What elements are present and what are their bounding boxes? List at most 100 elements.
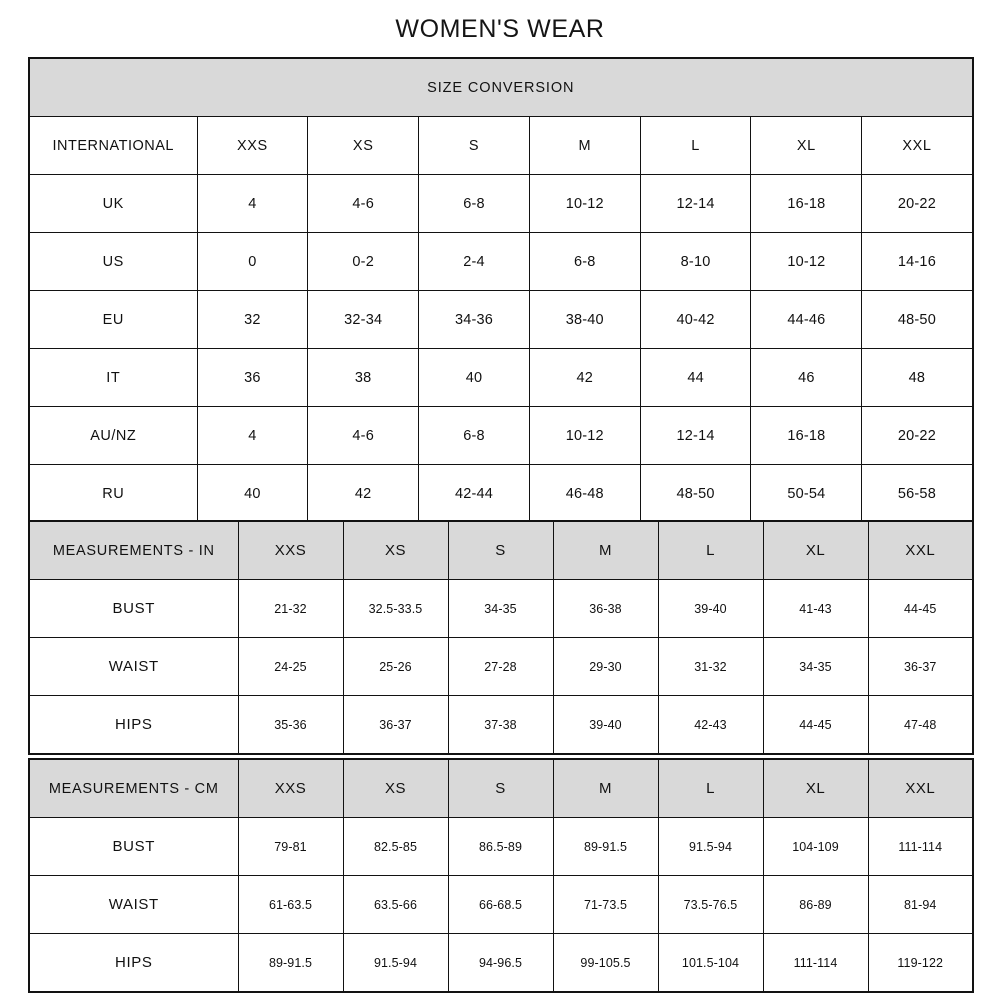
table-cell: 91.5-94	[342, 933, 449, 993]
table-cell: 2-4	[418, 232, 530, 291]
row-label: RU	[28, 464, 198, 524]
table-cell: 47-48	[867, 695, 974, 755]
table-row: EU 32 32-34 34-36 38-40 40-42 44-46 48-5…	[28, 290, 974, 349]
size-conversion-table: SIZE CONVERSION INTERNATIONAL XXS XS S M…	[28, 57, 974, 524]
row-label: WAIST	[28, 637, 239, 696]
table-cell: 104-109	[762, 817, 869, 876]
table-cell: 10-12	[528, 406, 641, 465]
table-cell: 56-58	[861, 464, 974, 524]
measurements-in-body: MEASUREMENTS - IN XXS XS S M L XL XXL BU…	[28, 520, 974, 755]
row-label: US	[28, 232, 198, 291]
table-cell: 36-37	[342, 695, 449, 755]
table-cell: 73.5-76.5	[657, 875, 764, 934]
column-header-l: L	[657, 520, 764, 580]
table-row: HIPS 89-91.5 91.5-94 94-96.5 99-105.5 10…	[28, 933, 974, 993]
table-cell: 4	[196, 174, 309, 233]
table-cell: 6-8	[418, 174, 530, 233]
measurements-in-header-row: MEASUREMENTS - IN XXS XS S M L XL XXL	[28, 520, 974, 580]
table-cell: 46	[750, 348, 863, 407]
row-label: UK	[28, 174, 198, 233]
table-cell: 34-35	[447, 579, 554, 638]
table-row: WAIST 61-63.5 63.5-66 66-68.5 71-73.5 73…	[28, 875, 974, 934]
table-cell: 31-32	[657, 637, 764, 696]
table-cell: 20-22	[861, 174, 974, 233]
column-header-xl: XL	[762, 758, 869, 818]
table-cell: 63.5-66	[342, 875, 449, 934]
table-cell: 32.5-33.5	[342, 579, 449, 638]
column-header-xxl: XXL	[867, 758, 974, 818]
table-cell: 42	[307, 464, 420, 524]
size-conversion-banner: SIZE CONVERSION	[28, 57, 974, 117]
table-cell: 66-68.5	[447, 875, 554, 934]
table-cell: 36-38	[552, 579, 659, 638]
table-cell: 89-91.5	[552, 817, 659, 876]
table-cell: 41-43	[762, 579, 869, 638]
column-header-m: M	[552, 520, 659, 580]
table-cell: 44-45	[762, 695, 869, 755]
table-cell: 48-50	[639, 464, 752, 524]
column-header-m: M	[528, 116, 641, 175]
table-cell: 46-48	[528, 464, 641, 524]
table-cell: 36	[196, 348, 309, 407]
table-cell: 39-40	[657, 579, 764, 638]
table-cell: 32	[196, 290, 309, 349]
page-title: WOMEN'S WEAR	[395, 15, 605, 43]
table-cell: 91.5-94	[657, 817, 764, 876]
table-row: US 0 0-2 2-4 6-8 8-10 10-12 14-16	[28, 232, 974, 291]
table-row: HIPS 35-36 36-37 37-38 39-40 42-43 44-45…	[28, 695, 974, 755]
table-cell: 34-36	[418, 290, 530, 349]
column-header-xxs: XXS	[237, 520, 344, 580]
table-cell: 44-45	[867, 579, 974, 638]
column-header-xs: XS	[307, 116, 420, 175]
table-cell: 40	[196, 464, 309, 524]
column-header-xxs: XXS	[237, 758, 344, 818]
table-cell: 86-89	[762, 875, 869, 934]
table-cell: 0	[196, 232, 309, 291]
table-cell: 38-40	[528, 290, 641, 349]
table-cell: 16-18	[750, 406, 863, 465]
row-label: WAIST	[28, 875, 239, 934]
table-cell: 27-28	[447, 637, 554, 696]
table-cell: 89-91.5	[237, 933, 344, 993]
table-cell: 81-94	[867, 875, 974, 934]
table-cell: 99-105.5	[552, 933, 659, 993]
table-cell: 48	[861, 348, 974, 407]
table-row: AU/NZ 4 4-6 6-8 10-12 12-14 16-18 20-22	[28, 406, 974, 465]
table-cell: 4	[196, 406, 309, 465]
table-cell: 16-18	[750, 174, 863, 233]
row-label: BUST	[28, 817, 239, 876]
table-cell: 39-40	[552, 695, 659, 755]
table-cell: 119-122	[867, 933, 974, 993]
row-label: BUST	[28, 579, 239, 638]
table-cell: 94-96.5	[447, 933, 554, 993]
table-cell: 36-37	[867, 637, 974, 696]
table-cell: 10-12	[750, 232, 863, 291]
table-row: BUST 21-32 32.5-33.5 34-35 36-38 39-40 4…	[28, 579, 974, 638]
table-cell: 6-8	[528, 232, 641, 291]
column-header-xxl: XXL	[861, 116, 974, 175]
table-cell: 38	[307, 348, 420, 407]
table-cell: 21-32	[237, 579, 344, 638]
column-header-xl: XL	[750, 116, 863, 175]
measurements-cm-body: MEASUREMENTS - CM XXS XS S M L XL XXL BU…	[28, 758, 974, 993]
table-row: UK 4 4-6 6-8 10-12 12-14 16-18 20-22	[28, 174, 974, 233]
column-header-measurements-in: MEASUREMENTS - IN	[28, 520, 239, 580]
measurements-in-table: MEASUREMENTS - IN XXS XS S M L XL XXL BU…	[28, 520, 974, 755]
table-cell: 24-25	[237, 637, 344, 696]
column-header-s: S	[447, 520, 554, 580]
table-cell: 37-38	[447, 695, 554, 755]
table-cell: 34-35	[762, 637, 869, 696]
table-row: IT 36 38 40 42 44 46 48	[28, 348, 974, 407]
table-row: RU 40 42 42-44 46-48 48-50 50-54 56-58	[28, 464, 974, 524]
table-cell: 14-16	[861, 232, 974, 291]
table-cell: 50-54	[750, 464, 863, 524]
table-row: BUST 79-81 82.5-85 86.5-89 89-91.5 91.5-…	[28, 817, 974, 876]
column-header-international: INTERNATIONAL	[28, 116, 198, 175]
table-cell: 35-36	[237, 695, 344, 755]
measurements-cm-table: MEASUREMENTS - CM XXS XS S M L XL XXL BU…	[28, 758, 974, 993]
row-label: HIPS	[28, 933, 239, 993]
row-label: EU	[28, 290, 198, 349]
row-label: IT	[28, 348, 198, 407]
size-conversion-banner-row: SIZE CONVERSION	[28, 57, 974, 117]
column-header-measurements-cm: MEASUREMENTS - CM	[28, 758, 239, 818]
